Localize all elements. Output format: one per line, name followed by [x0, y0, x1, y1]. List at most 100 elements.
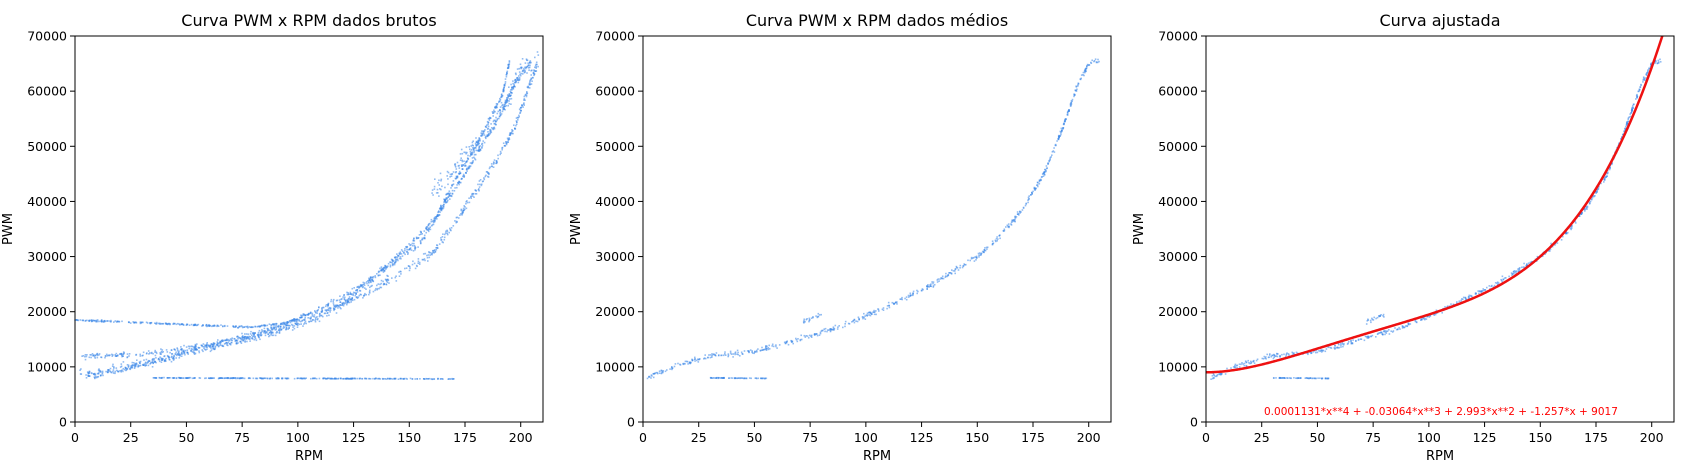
scatter-point — [314, 319, 316, 322]
scatter-point — [181, 351, 183, 354]
scatter-point — [107, 354, 110, 356]
scatter-point — [368, 281, 370, 283]
scatter-point — [436, 214, 439, 217]
scatter-point — [365, 281, 368, 283]
scatter-point — [704, 357, 707, 360]
scatter-point — [198, 347, 201, 349]
scatter-point — [101, 370, 104, 373]
scatter-point — [94, 354, 97, 357]
scatter-point — [430, 218, 433, 221]
scatter-point — [812, 316, 814, 318]
x-tick-label: 50 — [1309, 430, 1325, 445]
scatter-point — [389, 264, 392, 267]
scatter-point — [1541, 255, 1544, 257]
scatter-point — [382, 280, 384, 283]
scatter-point — [694, 358, 696, 361]
scatter-point — [944, 275, 947, 277]
scatter-point — [508, 95, 510, 97]
scatter-point — [94, 376, 96, 379]
scatter-point — [1626, 122, 1628, 125]
scatter-point — [270, 324, 272, 326]
scatter-point — [653, 372, 656, 375]
scatter-point — [661, 372, 663, 374]
scatter-point — [392, 263, 394, 266]
scatter-point — [343, 298, 346, 301]
y-tick-label: 30000 — [595, 249, 635, 264]
scatter-point — [1052, 150, 1055, 152]
scatter-point — [771, 345, 773, 347]
scatter-point — [995, 237, 998, 240]
scatter-point — [94, 357, 96, 359]
x-axis-label: RPM — [295, 449, 323, 464]
scatter-point — [486, 134, 489, 136]
scatter-point — [237, 326, 239, 329]
scatter-point — [98, 320, 100, 323]
scatter-point — [208, 344, 210, 346]
scatter-point — [405, 246, 407, 248]
scatter-point — [133, 367, 136, 369]
scatter-point — [419, 378, 421, 380]
scatter-point — [249, 338, 251, 340]
scatter-point — [168, 377, 171, 379]
scatter-point — [703, 357, 706, 359]
y-axis-label: PWM — [1, 213, 16, 245]
scatter-point — [512, 86, 514, 88]
scatter-point — [497, 154, 499, 157]
scatter-point — [437, 215, 440, 217]
scatter-point — [315, 316, 317, 319]
scatter-point — [154, 322, 156, 324]
scatter-point — [463, 176, 465, 178]
scatter-point — [527, 85, 529, 88]
scatter-point — [487, 125, 490, 128]
scatter-point — [454, 166, 457, 168]
scatter-point — [486, 120, 489, 123]
scatter-point — [87, 372, 89, 375]
y-tick-label: 60000 — [1158, 84, 1198, 99]
scatter-point — [155, 351, 158, 353]
scatter-point — [1025, 202, 1028, 205]
scatter-point — [533, 70, 536, 72]
scatter-point — [1366, 335, 1369, 338]
scatter-point — [792, 342, 794, 345]
scatter-point — [229, 343, 232, 346]
scatter-point — [95, 375, 97, 378]
scatter-point — [369, 286, 371, 289]
scatter-point — [226, 344, 228, 346]
scatter-point — [1352, 339, 1354, 341]
scatter-point — [270, 327, 272, 329]
scatter-point — [490, 129, 492, 131]
x-tick-label: 175 — [453, 430, 477, 445]
scatter-point — [996, 236, 998, 238]
scatter-point — [506, 97, 508, 99]
scatter-point — [355, 292, 357, 294]
scatter-point — [864, 315, 866, 317]
scatter-point — [511, 129, 513, 131]
scatter-point — [254, 325, 256, 328]
scatter-point — [507, 67, 510, 69]
scatter-point — [329, 311, 331, 313]
scatter-point — [268, 329, 270, 331]
scatter-point — [1618, 142, 1620, 145]
scatter-point — [184, 353, 186, 356]
scatter-point — [471, 149, 473, 151]
scatter-point — [336, 299, 339, 302]
scatter-point — [250, 330, 252, 333]
scatter-point — [222, 377, 224, 379]
scatter-point — [750, 377, 752, 380]
scatter-point — [227, 341, 230, 344]
scatter-point — [1307, 353, 1309, 356]
scatter-point — [171, 355, 173, 358]
scatter-point — [258, 329, 261, 332]
scatter-point — [84, 355, 86, 358]
scatter-point — [527, 62, 529, 64]
scatter-point — [297, 322, 299, 325]
scatter-point — [369, 378, 372, 380]
scatter-point — [117, 370, 120, 373]
scatter-point — [1578, 215, 1580, 217]
scatter-point — [523, 104, 525, 106]
scatter-point — [317, 309, 319, 311]
scatter-point — [153, 357, 155, 360]
scatter-point — [229, 339, 231, 342]
scatter-point — [452, 225, 455, 227]
scatter-point — [479, 148, 481, 151]
